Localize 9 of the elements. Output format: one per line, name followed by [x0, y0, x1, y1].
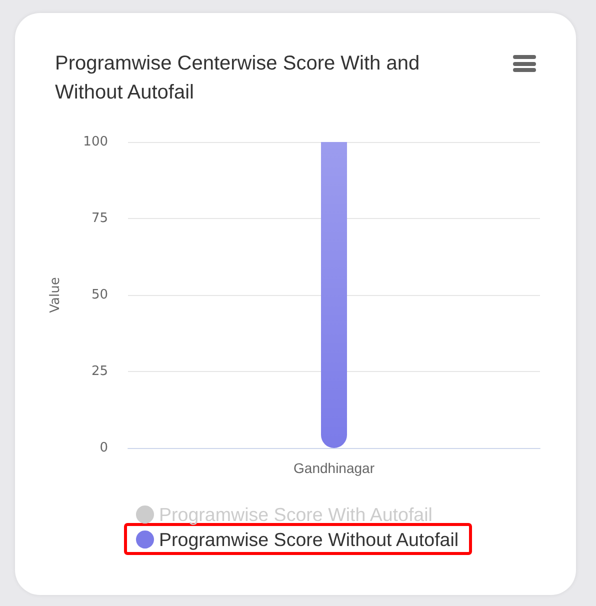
y-tick-label: 75 [91, 211, 108, 226]
y-tick-label: 25 [91, 364, 108, 379]
x-tick-label: Gandhinagar [294, 460, 375, 476]
y-axis-title: Value [48, 277, 63, 313]
chart-title: Programwise Centerwise Score With and Without Autofail [55, 52, 426, 104]
y-tick-label: 50 [91, 288, 108, 302]
y-tick-label: 100 [83, 134, 108, 150]
legend-label: Programwise Score Without Autofail [159, 529, 459, 550]
y-tick-label: 0 [100, 440, 108, 456]
